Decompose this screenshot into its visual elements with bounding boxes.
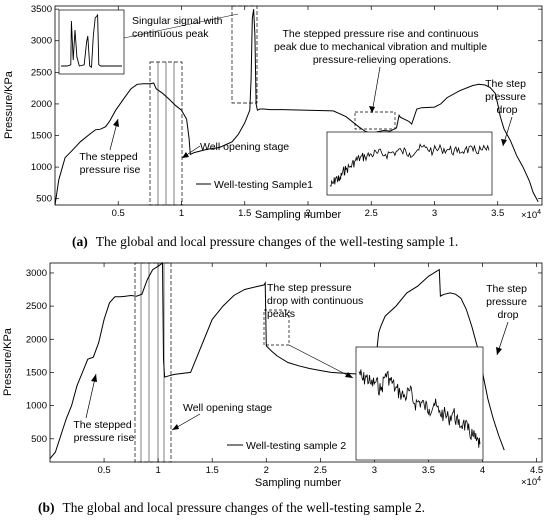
- arrowhead-vibration-a: [369, 106, 375, 113]
- well-opening-box-b: [134, 262, 172, 463]
- series-line-a: [54, 9, 539, 206]
- x-tick-label: 3: [372, 465, 377, 476]
- y-tick-label: 2500: [31, 67, 52, 78]
- x-tick-label: 2: [264, 465, 269, 476]
- x-tick-label: 1.5: [206, 465, 219, 476]
- arrowhead-step-drop-b: [496, 347, 502, 355]
- annotation-step-drop-cont-b: The step pressure drop with continuous p…: [267, 282, 366, 320]
- x-tick-label: 1.5: [238, 208, 251, 219]
- inset-connector-a1: [123, 13, 239, 39]
- panel-a: 0.5 1 1.5 2 2.5 3 3.5 500 1000 1500 2000 2500 3000 3…: [3, 4, 543, 221]
- caption-a: (a) The global and local pressure changes…: [72, 234, 458, 249]
- x-tick-label: 1: [179, 208, 184, 219]
- annotation-vibration-a: The stepped pressure rise and continuous…: [274, 28, 490, 66]
- x-tick-label: 0.5: [97, 465, 110, 476]
- y-tick-label: 3000: [26, 268, 47, 279]
- y-tick-label: 1000: [26, 401, 47, 412]
- y-tick-label: 1500: [26, 367, 47, 378]
- annotation-step-drop-b: The step pressure drop: [486, 283, 530, 321]
- plot-frame-a: [54, 5, 543, 206]
- y-tick-label: 2000: [26, 334, 47, 345]
- legend-label-a: Well-testing Sample1: [214, 179, 313, 191]
- y-tick-label: 3000: [31, 36, 52, 47]
- x-multiplier-a: ×104: [521, 209, 541, 221]
- annotation-stepped-rise-a: The stepped pressure rise: [79, 151, 140, 176]
- y-axis-label-b: Pressure/KPa: [2, 327, 14, 396]
- y-tick-label: 2000: [31, 99, 52, 110]
- panel-b: 0.5 1 1.5 2 2.5 3 3.5 4 4.5 500 1000 1500 2000 2500 3…: [2, 262, 543, 489]
- series-line-b: [49, 262, 505, 460]
- step-drop-box-b: [263, 309, 290, 346]
- annotation-well-open-b: Well opening stage: [183, 402, 272, 414]
- y-tick-label: 3500: [31, 4, 52, 15]
- arrow-inset-b: [288, 344, 354, 379]
- caption-b: (b) The global and local pressure changes…: [38, 500, 425, 515]
- legend-label-b: Well-testing sample 2: [246, 440, 346, 452]
- singular-box-a: [231, 5, 258, 104]
- arrowhead-stepped-rise-a: [113, 119, 119, 127]
- y-tick-label: 2500: [26, 301, 47, 312]
- y-tick-label: 500: [36, 194, 52, 205]
- plot-frame-b: [49, 262, 543, 463]
- y-tick-label: 1500: [31, 131, 52, 142]
- x-multiplier-b: ×104: [521, 476, 541, 488]
- x-tick-label: 4: [480, 465, 485, 476]
- x-tick-label: 2: [305, 208, 310, 219]
- arrowhead-inset-b: [345, 372, 353, 378]
- arrowhead-well-open-b: [172, 424, 179, 430]
- inset-right-a: [326, 131, 493, 196]
- arrowhead-well-open-a: [182, 152, 189, 158]
- y-axis-label-a: Pressure/KPa: [3, 70, 15, 139]
- x-tick-label: 1: [155, 465, 160, 476]
- y-tick-label: 500: [31, 434, 47, 445]
- inset-left-line-a: [61, 13, 122, 69]
- annotation-singular-a: Singular signal with continuous peak: [132, 15, 225, 40]
- vibration-box-a: [354, 111, 396, 130]
- arrow-vibration-a: [371, 66, 381, 114]
- x-tick-label: 0.5: [112, 208, 125, 219]
- x-tick-label: 2.5: [314, 465, 327, 476]
- x-tick-label: 3: [432, 208, 437, 219]
- x-tick-label: 2.5: [365, 208, 378, 219]
- x-axis-label-b: Sampling number: [255, 477, 342, 489]
- inset-right-line-b: [358, 369, 481, 448]
- y-tick-label: 1000: [31, 162, 52, 173]
- annotation-step-drop-a: The step pressure drop: [485, 78, 529, 116]
- annotation-well-open-a: Well opening stage: [200, 141, 289, 153]
- arrowhead-step-drop-a: [501, 139, 507, 146]
- inset-right-line-a: [329, 143, 490, 187]
- annotation-stepped-rise-b: The stepped pressure rise: [73, 419, 134, 444]
- x-tick-label: 4.5: [530, 465, 543, 476]
- arrowhead-stepped-rise-b: [91, 374, 97, 382]
- x-tick-label: 3.5: [491, 208, 504, 219]
- x-tick-label: 3.5: [422, 465, 435, 476]
- x-axis-label-a: Sampling number: [255, 209, 342, 221]
